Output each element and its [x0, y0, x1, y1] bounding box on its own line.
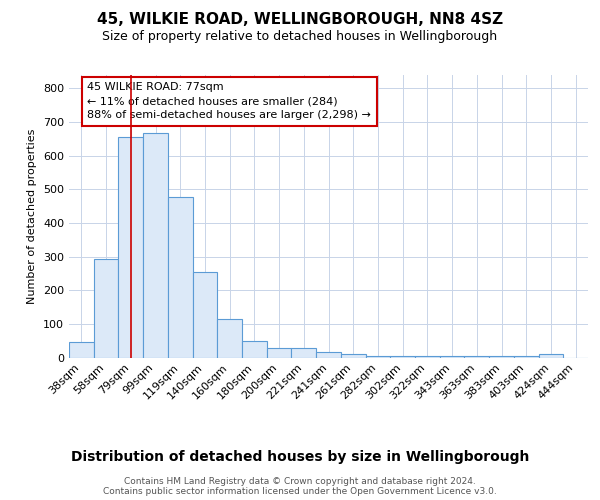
Text: Distribution of detached houses by size in Wellingborough: Distribution of detached houses by size …: [71, 450, 529, 464]
Bar: [143, 133, 168, 358]
Text: 45 WILKIE ROAD: 77sqm
← 11% of detached houses are smaller (284)
88% of semi-det: 45 WILKIE ROAD: 77sqm ← 11% of detached …: [87, 82, 371, 120]
Bar: [267, 348, 292, 358]
Bar: [514, 356, 539, 358]
Bar: [316, 352, 341, 358]
Bar: [118, 137, 143, 358]
Text: Size of property relative to detached houses in Wellingborough: Size of property relative to detached ho…: [103, 30, 497, 43]
Bar: [292, 348, 316, 358]
Bar: [415, 356, 440, 358]
Bar: [69, 342, 94, 357]
Y-axis label: Number of detached properties: Number of detached properties: [28, 128, 37, 304]
Bar: [539, 354, 563, 358]
Bar: [464, 356, 489, 358]
Bar: [193, 272, 217, 358]
Bar: [365, 356, 390, 358]
Bar: [94, 259, 118, 358]
Bar: [242, 341, 267, 357]
Bar: [217, 319, 242, 358]
Bar: [168, 196, 193, 358]
Bar: [489, 356, 514, 358]
Bar: [440, 356, 464, 358]
Text: 45, WILKIE ROAD, WELLINGBOROUGH, NN8 4SZ: 45, WILKIE ROAD, WELLINGBOROUGH, NN8 4SZ: [97, 12, 503, 28]
Text: Contains public sector information licensed under the Open Government Licence v3: Contains public sector information licen…: [103, 486, 497, 496]
Text: Contains HM Land Registry data © Crown copyright and database right 2024.: Contains HM Land Registry data © Crown c…: [124, 476, 476, 486]
Bar: [341, 354, 365, 358]
Bar: [390, 356, 415, 358]
